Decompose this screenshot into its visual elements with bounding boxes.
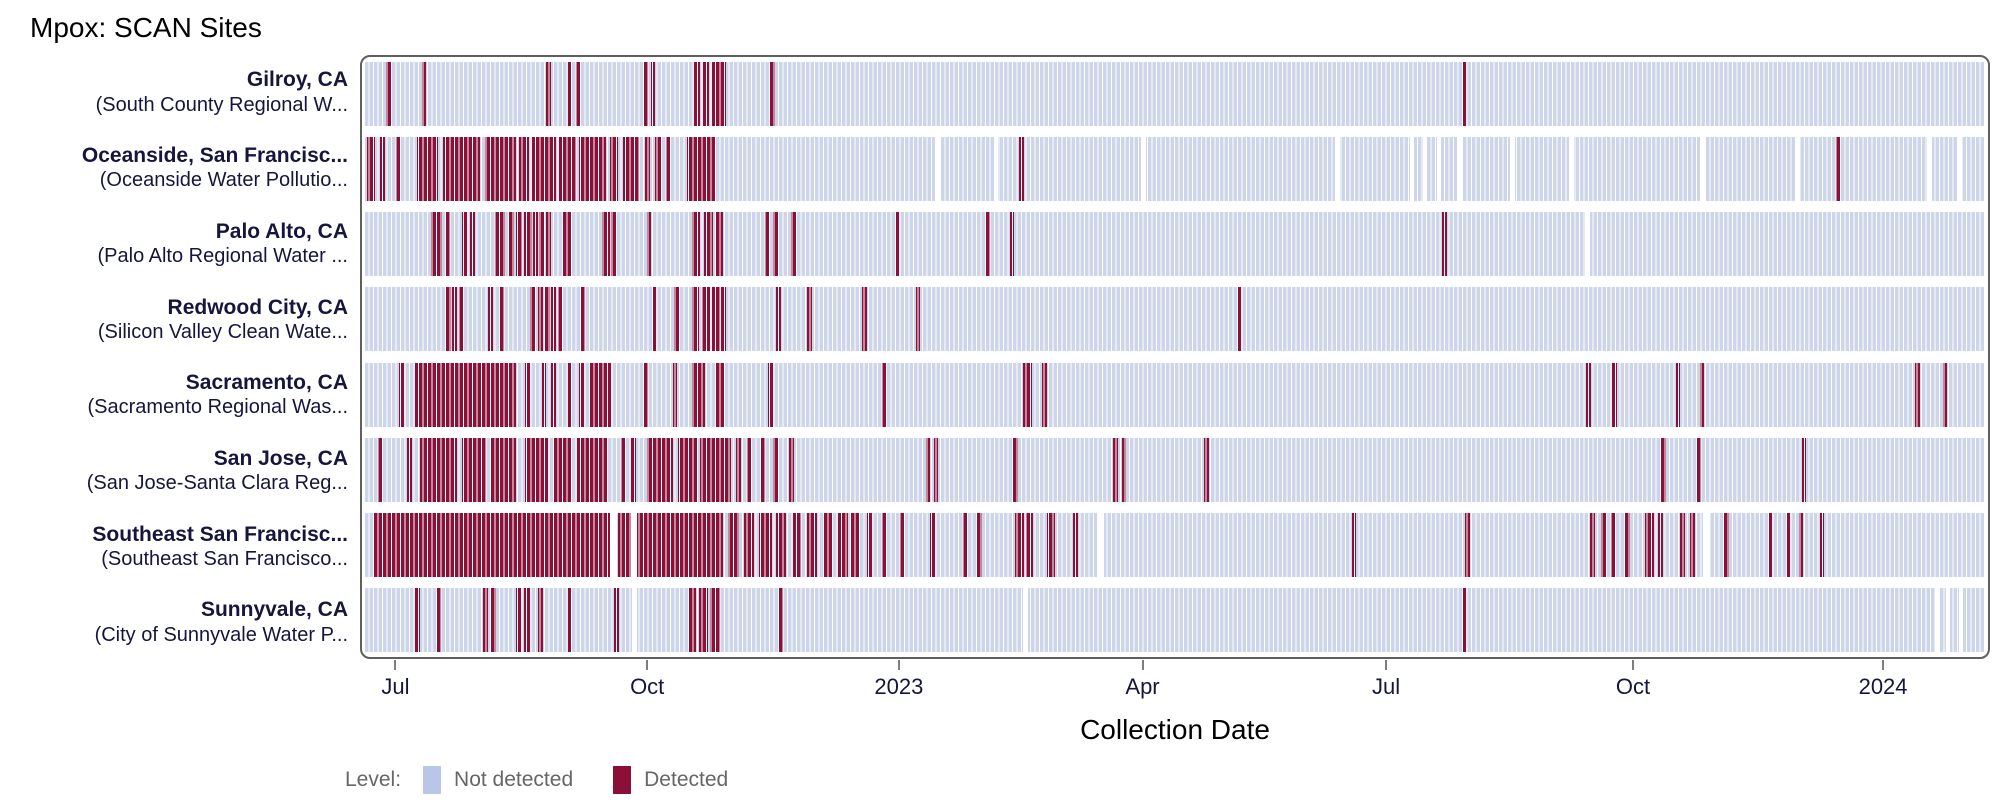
site-name: Gilroy, CA <box>246 68 348 92</box>
legend-item-not-detected: Not detected <box>423 766 573 794</box>
legend-item-label: Detected <box>644 768 729 791</box>
facility-name: (City of Sunnyvale Water P... <box>94 623 348 646</box>
sample-separator-stripes <box>365 137 1985 202</box>
row-label: Sacramento, CA (Sacramento Regional Was..… <box>0 363 348 427</box>
missing-sample-gap <box>1456 137 1462 202</box>
detection-strip <box>365 137 1985 202</box>
detection-strip <box>365 587 1985 652</box>
legend-item-detected: Detected <box>613 766 728 794</box>
sample-separator-stripes <box>365 62 1985 126</box>
sample-separator-stripes <box>365 587 1985 652</box>
sample-separator-stripes <box>365 287 1985 352</box>
facility-name: (Southeast San Francisco... <box>101 547 348 570</box>
row-label: Palo Alto, CA (Palo Alto Regional Water .… <box>0 211 349 275</box>
x-axis-label: Collection Date <box>1080 714 1270 745</box>
missing-sample-gap <box>935 137 941 202</box>
missing-sample-gap <box>1140 137 1146 202</box>
missing-sample-gap <box>630 512 638 577</box>
axis-tick-label: Oct <box>1615 674 1651 699</box>
axis-tick-mark <box>1631 660 1634 670</box>
row-label: San Jose, CA (San Jose-Santa Clara Reg... <box>0 439 348 503</box>
missing-sample-gap <box>1926 137 1932 202</box>
missing-sample-gap <box>1568 137 1574 202</box>
axis-tick-mark <box>1141 660 1144 670</box>
legend-title: Level: <box>345 768 402 791</box>
axis-tick-label: 2023 <box>874 674 924 699</box>
detection-strip <box>365 362 1985 427</box>
sample-separator-stripes <box>365 437 1985 502</box>
missing-sample-gap <box>1699 137 1705 202</box>
axis-tick-mark <box>394 660 397 670</box>
missing-sample-gap <box>1946 587 1951 652</box>
axis-tick-mark <box>1882 660 1885 670</box>
facility-name: (Palo Alto Regional Water ... <box>97 245 349 267</box>
detection-strip <box>365 437 1985 502</box>
site-name: Sunnyvale, CA <box>200 598 348 622</box>
x-axis: Jul Oct 2023 Apr Jul Oct 2024 <box>363 660 1987 706</box>
axis-tick-mark <box>897 660 900 670</box>
missing-sample-gap <box>632 587 638 652</box>
row-label: Sunnyvale, CA (City of Sunnyvale Water P.… <box>0 590 348 654</box>
sample-separator-stripes <box>365 512 1985 577</box>
row-label: Redwood City, CA (Silicon Valley Clean Wa… <box>0 287 348 351</box>
site-name: Southeast San Francisc... <box>92 522 348 546</box>
site-name: Sacramento, CA <box>185 371 348 395</box>
not-detected-swatch <box>423 766 442 794</box>
missing-sample-gap <box>993 137 999 202</box>
missing-sample-gap <box>1510 137 1516 202</box>
facility-name: (Sacramento Regional Was... <box>87 396 348 419</box>
axis-tick-label: Jul <box>381 674 410 699</box>
facility-name: (Oceanside Water Pollutio... <box>99 169 348 192</box>
legend-item-label: Not detected <box>454 768 574 791</box>
axis-tick-mark <box>646 660 649 670</box>
missing-sample-gap <box>1022 587 1028 652</box>
detection-strip <box>365 512 1985 577</box>
row-label-column: Gilroy, CA (South County Regional W... Oce… <box>0 55 348 659</box>
missing-sample-gap <box>1584 212 1590 277</box>
missing-sample-gap <box>1097 512 1104 577</box>
plot-area <box>360 55 1990 659</box>
legend: Level: Not detected Detected <box>345 766 768 794</box>
sample-separator-stripes <box>365 212 1985 277</box>
missing-sample-gap <box>1959 587 1964 652</box>
missing-sample-gap <box>1409 137 1414 202</box>
row-label: Gilroy, CA (South County Regional W... <box>0 60 348 124</box>
detection-strip <box>365 62 1985 126</box>
missing-sample-gap <box>1422 137 1427 202</box>
facility-name: (Silicon Valley Clean Wate... <box>97 320 348 343</box>
axis-tick-mark <box>1385 660 1388 670</box>
detection-strip <box>365 287 1985 352</box>
missing-sample-gap <box>1934 587 1939 652</box>
detection-strip <box>365 212 1985 277</box>
row-label: Southeast San Francisc... (Southeast San … <box>0 514 348 578</box>
axis-tick-label: Apr <box>1125 674 1160 699</box>
detected-swatch <box>613 766 632 794</box>
missing-sample-gap <box>609 512 617 577</box>
axis-tick-label: Jul <box>1372 674 1401 699</box>
sample-separator-stripes <box>365 362 1985 427</box>
chart-title: Mpox: SCAN Sites <box>30 12 262 43</box>
site-name: Redwood City, CA <box>167 295 348 319</box>
missing-sample-gap <box>1437 137 1442 202</box>
axis-tick-label: Oct <box>630 674 665 699</box>
missing-sample-gap <box>1795 137 1801 202</box>
site-name: Palo Alto, CA <box>215 219 348 243</box>
missing-sample-gap <box>1335 137 1341 202</box>
site-name: Oceanside, San Francisc... <box>81 144 348 168</box>
facility-name: (South County Regional W... <box>95 93 348 116</box>
facility-name: (San Jose-Santa Clara Reg... <box>86 472 348 495</box>
missing-sample-gap <box>1957 137 1963 202</box>
site-name: San Jose, CA <box>213 446 348 470</box>
missing-sample-gap <box>1703 512 1710 577</box>
axis-tick-label: 2024 <box>1858 674 1908 699</box>
row-label: Oceanside, San Francisc... (Oceanside Wat… <box>0 136 348 200</box>
